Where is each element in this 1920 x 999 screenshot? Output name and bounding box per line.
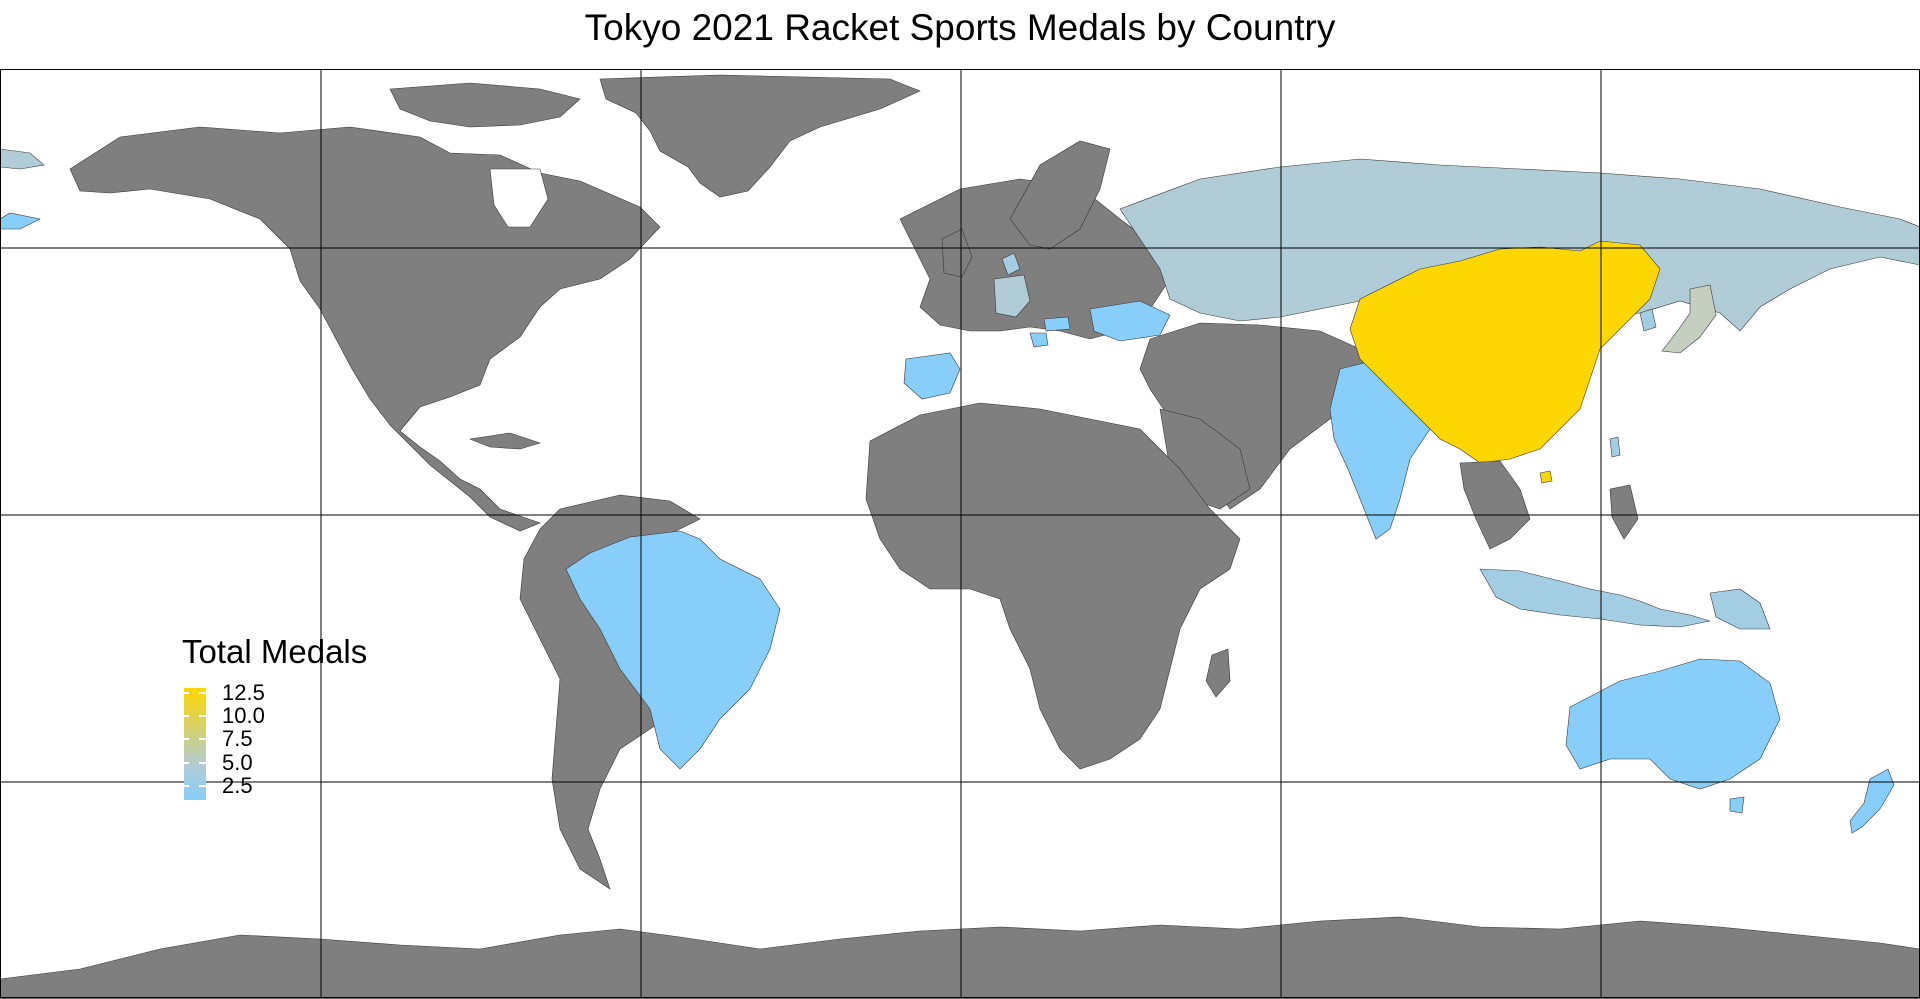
legend-title: Total Medals [182, 633, 368, 670]
region-new-zealand[interactable] [1849, 768, 1895, 834]
region-north-america [69, 126, 661, 532]
chart-title: Tokyo 2021 Racket Sports Medals by Count… [584, 7, 1336, 48]
legend-tick-label: 2.5 [222, 773, 253, 798]
region-denmark[interactable] [1001, 252, 1021, 276]
region-tasmania [1729, 796, 1745, 814]
legend-tick-right [199, 692, 206, 694]
region-madagascar [1205, 648, 1231, 698]
region-scandinavia [1009, 140, 1111, 250]
region-papua-new-guinea[interactable] [1709, 588, 1771, 630]
region-japan[interactable] [1661, 284, 1717, 354]
region-ukraine[interactable] [1089, 300, 1171, 342]
legend-tick-left [182, 762, 189, 764]
legend-colorbar [184, 688, 206, 800]
legend-body: 12.5 10.0 7.5 5.0 2.5 [182, 681, 367, 800]
region-taiwan[interactable] [1609, 436, 1621, 458]
region-hudson-bay [489, 168, 549, 228]
land-layer [0, 74, 1920, 999]
region-uk [941, 228, 973, 278]
legend-tick-left [182, 738, 189, 740]
region-indonesia[interactable] [1479, 568, 1711, 628]
region-brazil[interactable] [565, 530, 781, 770]
legend-tick-right [199, 738, 206, 740]
region-australia[interactable] [1565, 658, 1781, 790]
region-croatia[interactable] [1029, 332, 1049, 348]
region-greenland [599, 74, 921, 198]
region-russia[interactable] [1119, 158, 1920, 332]
legend-tick-label: 7.5 [222, 726, 253, 751]
region-germany[interactable] [993, 274, 1031, 318]
legend-tick-label: 5.0 [222, 750, 253, 775]
legend-tick-label: 10.0 [222, 703, 265, 728]
legend: Total Medals 12.5 10.0 7.5 5.0 2.5 [182, 632, 367, 800]
region-south-korea[interactable] [1639, 308, 1657, 332]
world-map [0, 69, 1920, 999]
legend-tick-right [199, 715, 206, 717]
region-alaska-wrap [0, 212, 41, 230]
region-hainan [1539, 470, 1553, 484]
legend-tick-right [199, 762, 206, 764]
region-antarctica [0, 916, 1920, 999]
legend-tick-label: 12.5 [222, 680, 265, 705]
region-philippines [1609, 484, 1639, 540]
region-russia-west-wrap [0, 148, 45, 170]
region-arctic-islands [389, 82, 581, 128]
region-hungary[interactable] [1043, 316, 1071, 332]
legend-tick-left [182, 785, 189, 787]
legend-tick-left [182, 715, 189, 717]
region-spain[interactable] [903, 352, 961, 400]
region-southeast-asia [1459, 460, 1531, 550]
legend-tick-left [182, 692, 189, 694]
legend-tick-right [199, 785, 206, 787]
region-caribbean [468, 432, 541, 450]
region-africa [865, 402, 1241, 770]
